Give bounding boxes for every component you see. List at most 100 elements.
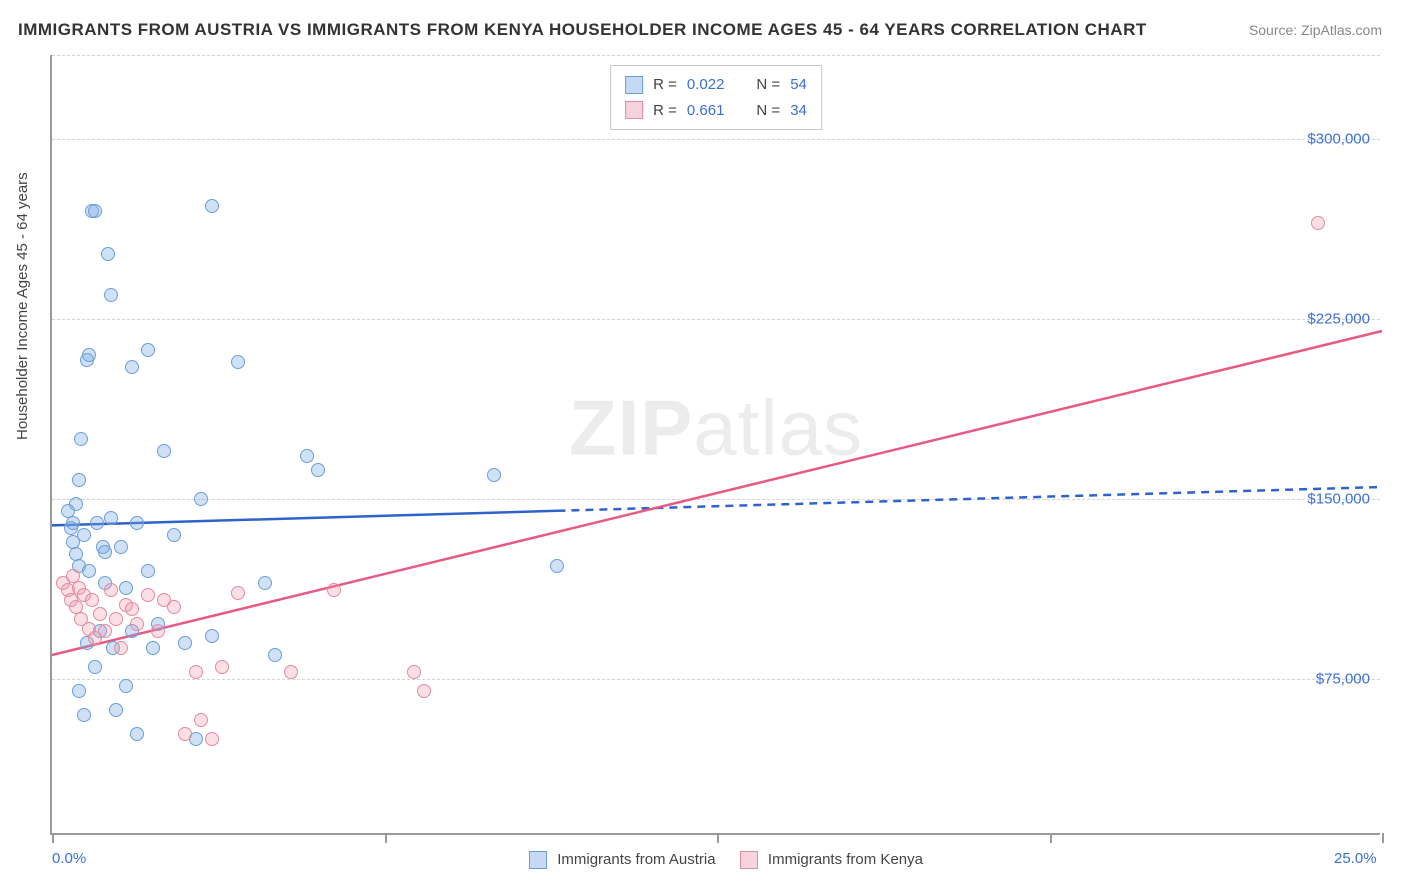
y-tick-label: $150,000 xyxy=(1307,491,1370,508)
data-point xyxy=(74,432,88,446)
data-point xyxy=(407,665,421,679)
legend-label-austria: Immigrants from Austria xyxy=(557,851,715,868)
legend-stats: R = 0.022 N = 54 R = 0.661 N = 34 xyxy=(610,65,822,130)
legend-swatch-austria xyxy=(625,76,643,94)
y-tick-label: $300,000 xyxy=(1307,131,1370,148)
legend-label-kenya: Immigrants from Kenya xyxy=(768,851,923,868)
chart-title: IMMIGRANTS FROM AUSTRIA VS IMMIGRANTS FR… xyxy=(18,20,1147,40)
data-point xyxy=(98,624,112,638)
data-point xyxy=(231,355,245,369)
data-point xyxy=(72,684,86,698)
data-point xyxy=(189,665,203,679)
x-tick-mark xyxy=(1382,833,1384,843)
data-point xyxy=(167,528,181,542)
data-point xyxy=(77,528,91,542)
data-point xyxy=(69,497,83,511)
data-point xyxy=(194,713,208,727)
data-point xyxy=(98,545,112,559)
data-point xyxy=(130,727,144,741)
watermark: ZIPatlas xyxy=(569,383,863,474)
n-value-kenya: 34 xyxy=(790,98,807,124)
data-point xyxy=(130,617,144,631)
legend-swatch-austria-bottom xyxy=(529,851,547,869)
data-point xyxy=(114,540,128,554)
x-tick-label: 25.0% xyxy=(1334,850,1377,867)
data-point xyxy=(205,199,219,213)
data-point xyxy=(130,516,144,530)
data-point xyxy=(104,583,118,597)
data-point xyxy=(487,468,501,482)
data-point xyxy=(90,516,104,530)
data-point xyxy=(178,727,192,741)
data-point xyxy=(109,703,123,717)
legend-swatch-kenya xyxy=(625,101,643,119)
data-point xyxy=(151,624,165,638)
legend-row-kenya: R = 0.661 N = 34 xyxy=(625,98,807,124)
data-point xyxy=(146,641,160,655)
x-tick-label: 0.0% xyxy=(52,850,86,867)
data-point xyxy=(205,629,219,643)
y-tick-label: $75,000 xyxy=(1316,671,1370,688)
gridline xyxy=(52,319,1380,320)
data-point xyxy=(215,660,229,674)
x-tick-mark xyxy=(1050,833,1052,843)
x-tick-mark xyxy=(52,833,54,843)
legend-swatch-kenya-bottom xyxy=(740,851,758,869)
data-point xyxy=(157,444,171,458)
data-point xyxy=(88,660,102,674)
gridline xyxy=(52,55,1380,56)
data-point xyxy=(88,204,102,218)
data-point xyxy=(109,612,123,626)
data-point xyxy=(327,583,341,597)
data-point xyxy=(258,576,272,590)
data-point xyxy=(104,288,118,302)
n-label: N = xyxy=(756,72,780,98)
legend-row-austria: R = 0.022 N = 54 xyxy=(625,72,807,98)
data-point xyxy=(194,492,208,506)
data-point xyxy=(93,607,107,621)
data-point xyxy=(417,684,431,698)
data-point xyxy=(77,708,91,722)
gridline xyxy=(52,499,1380,500)
data-point xyxy=(550,559,564,573)
data-point xyxy=(104,511,118,525)
chart-plot-area: ZIPatlas R = 0.022 N = 54 R = 0.661 N = … xyxy=(50,55,1380,835)
gridline xyxy=(52,139,1380,140)
y-axis-label: Householder Income Ages 45 - 64 years xyxy=(14,172,31,440)
data-point xyxy=(114,641,128,655)
x-tick-mark xyxy=(385,833,387,843)
data-point xyxy=(284,665,298,679)
r-value-austria: 0.022 xyxy=(687,72,725,98)
legend-series: Immigrants from Austria Immigrants from … xyxy=(52,851,1380,869)
data-point xyxy=(82,564,96,578)
data-point xyxy=(66,516,80,530)
n-label: N = xyxy=(756,98,780,124)
data-point xyxy=(82,348,96,362)
y-tick-label: $225,000 xyxy=(1307,311,1370,328)
x-tick-mark xyxy=(717,833,719,843)
data-point xyxy=(300,449,314,463)
r-value-kenya: 0.661 xyxy=(687,98,725,124)
data-point xyxy=(85,593,99,607)
r-label: R = xyxy=(653,98,677,124)
data-point xyxy=(231,586,245,600)
gridline xyxy=(52,679,1380,680)
n-value-austria: 54 xyxy=(790,72,807,98)
data-point xyxy=(311,463,325,477)
data-point xyxy=(141,588,155,602)
source-label: Source: ZipAtlas.com xyxy=(1249,22,1382,38)
data-point xyxy=(141,564,155,578)
data-point xyxy=(101,247,115,261)
data-point xyxy=(141,343,155,357)
data-point xyxy=(119,581,133,595)
data-point xyxy=(119,679,133,693)
data-point xyxy=(125,602,139,616)
data-point xyxy=(1311,216,1325,230)
data-point xyxy=(72,473,86,487)
data-point xyxy=(167,600,181,614)
data-point xyxy=(268,648,282,662)
data-point xyxy=(125,360,139,374)
data-point xyxy=(205,732,219,746)
data-point xyxy=(178,636,192,650)
r-label: R = xyxy=(653,72,677,98)
